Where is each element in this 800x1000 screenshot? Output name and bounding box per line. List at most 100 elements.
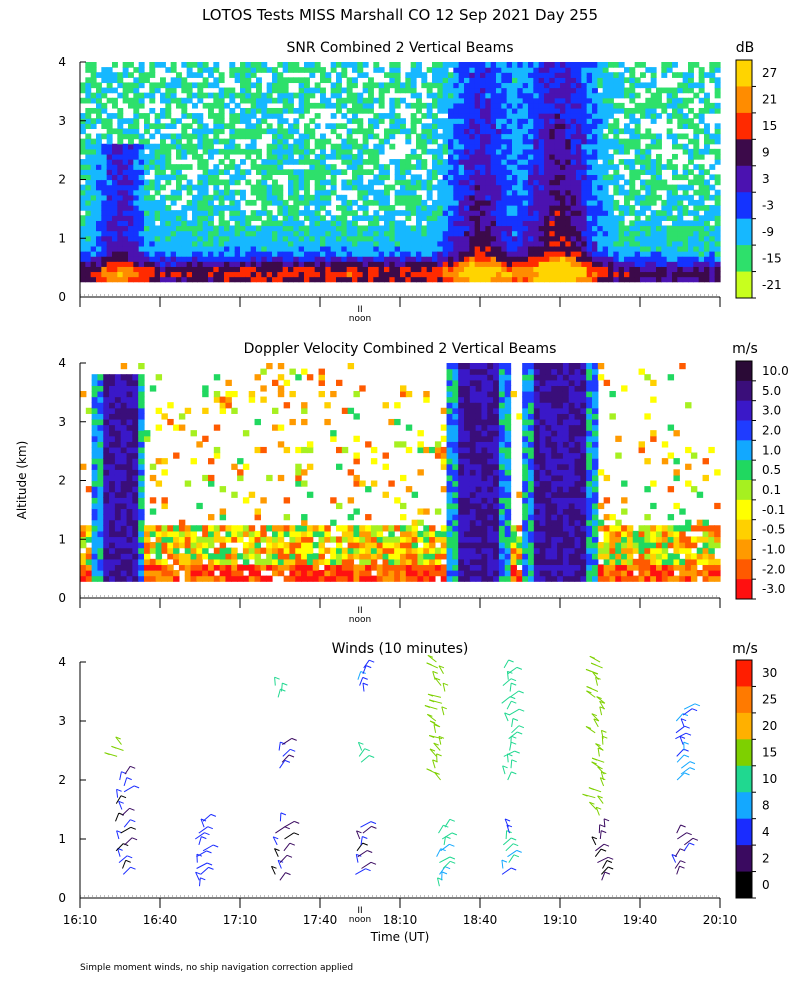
snr-cell [448,169,454,175]
snr-cell [624,194,630,201]
snr-cell [368,77,374,84]
snr-cell [618,62,625,68]
snr-cell [314,174,321,181]
snr-cell [218,215,225,221]
snr-cell [85,67,92,73]
snr-cell [688,235,694,242]
snr-cell [234,72,241,78]
snr-cell [368,220,374,227]
doppler-cell [219,547,227,554]
snr-cell [597,240,604,247]
snr-cell [394,118,401,124]
snr-cell [442,266,449,273]
snr-cell [421,184,428,191]
snr-cell [245,113,252,119]
snr-cell [181,235,188,242]
snr-cell [128,210,134,216]
snr-cell [384,169,390,175]
snr-cell [554,87,561,94]
snr-cell [154,210,161,216]
snr-cell [293,220,300,227]
snr-cell [533,113,540,119]
snr-cell [106,251,113,257]
snr-cell [330,240,337,247]
snr-cell [512,102,518,109]
snr-cell [490,240,497,247]
snr-cell [469,169,476,175]
snr-cell [266,189,273,196]
snr-cell [256,189,262,196]
snr-cell [432,271,438,278]
doppler-cell [138,463,145,470]
snr-cell [512,235,518,242]
snr-cell [576,215,582,221]
snr-cell [602,113,609,119]
snr-cell [373,159,380,165]
snr-cell [208,210,214,216]
snr-cell [405,276,412,283]
snr-cell [293,179,300,186]
snr-cell [256,82,262,89]
snr-cell [528,138,534,145]
snr-cell [410,72,417,78]
doppler-cell [132,452,139,459]
snr-cell [133,261,140,267]
snr-cell [581,92,588,99]
snr-cell [714,225,721,232]
doppler-cell [173,570,180,577]
doppler-cell [254,418,261,426]
snr-cell [165,164,172,170]
doppler-cell [196,502,203,510]
snr-cell [576,225,582,232]
snr-cell [544,235,550,242]
snr-cell [261,276,268,283]
snr-cell [122,251,129,257]
snr-cell [85,251,92,257]
snr-cell [245,179,252,186]
snr-cell [682,123,689,130]
snr-cell [602,235,609,242]
snr-cell [549,77,556,84]
snr-cell [336,261,342,267]
doppler-cell [120,502,128,510]
snr-cell [597,174,604,181]
snr-cell [672,143,678,150]
snr-cell [517,225,524,232]
doppler-cell [242,530,250,538]
doppler-cell [237,530,244,538]
snr-cell [186,240,193,247]
snr-cell [549,62,556,68]
snr-cell [469,62,476,68]
snr-cell [517,240,524,247]
snr-cell [352,251,358,257]
snr-cell [656,87,662,94]
snr-cell [586,220,593,227]
snr-cell [480,189,486,196]
snr-cell [176,77,182,84]
doppler-cell [161,536,168,543]
snr-cell [512,194,518,201]
snr-cell [490,184,497,191]
snr-cell [293,128,300,135]
snr-cell [426,256,433,262]
snr-cell [133,205,140,211]
snr-cell [261,271,268,278]
snr-cell [144,179,150,186]
snr-cell [549,164,556,170]
snr-cell [554,256,561,262]
snr-cell [117,230,124,237]
snr-cell [266,230,273,237]
snr-cell [501,97,508,104]
snr-cell [272,169,278,175]
snr-cell [629,164,636,170]
doppler-cell [161,575,168,582]
snr-cell [357,143,364,150]
snr-cell [618,77,625,84]
snr-cell [416,205,422,211]
doppler-cell [97,508,104,515]
snr-cell [192,271,198,278]
snr-cell [544,164,550,170]
snr-cell [336,77,342,84]
snr-cell [442,128,449,135]
snr-cell [682,240,689,247]
